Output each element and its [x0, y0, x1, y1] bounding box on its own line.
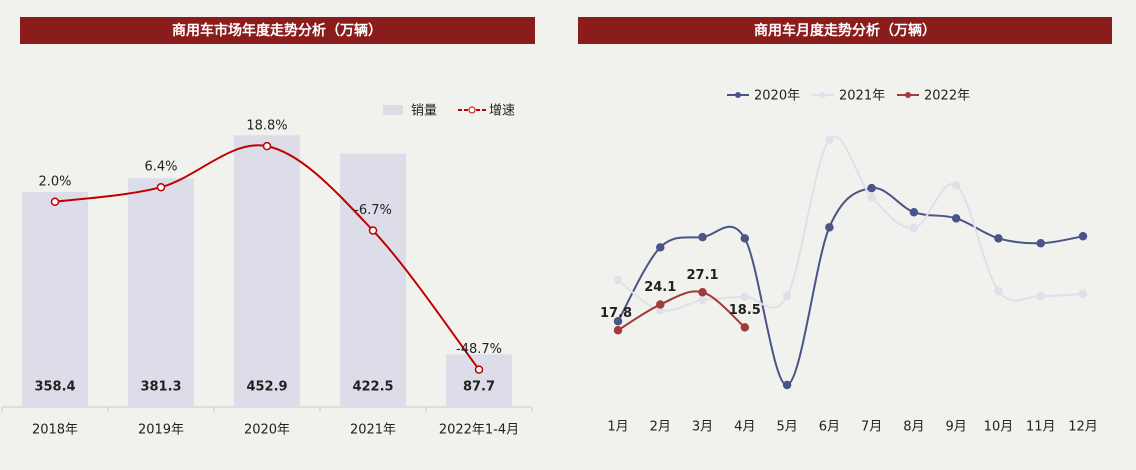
x-tick-label: 6月 — [819, 420, 840, 435]
point — [825, 135, 834, 144]
series-line — [54, 144, 480, 371]
line-value-label: 18.8% — [246, 119, 287, 134]
point — [782, 291, 792, 301]
point — [613, 317, 623, 326]
line-value-label: -6.7% — [354, 203, 392, 218]
bar-value-label: 381.3 — [140, 380, 181, 395]
chart-title: 商用车市场年度走势分析（万辆） — [172, 22, 382, 39]
data-label: 17.8 — [600, 306, 632, 321]
x-tick-label: 12月 — [1068, 420, 1098, 435]
x-tick-label: 8月 — [903, 420, 924, 435]
point — [951, 180, 961, 190]
bar-value-label: 358.4 — [34, 380, 75, 395]
bar — [128, 178, 194, 407]
legend-swatch — [905, 92, 911, 98]
line-value-label: -48.7% — [456, 342, 502, 357]
bar-value-label: 452.9 — [246, 380, 287, 395]
data-label: 18.5 — [729, 303, 761, 318]
x-tick-label: 1月 — [607, 420, 628, 435]
line-value-label: 6.4% — [144, 160, 177, 175]
point — [994, 286, 1003, 296]
point — [156, 182, 166, 192]
point — [474, 365, 484, 374]
x-tick-label: 2018年 — [32, 423, 78, 438]
x-tick-label: 2020年 — [244, 423, 290, 438]
point — [740, 234, 750, 243]
point — [698, 232, 707, 242]
header-bar — [578, 17, 1112, 44]
point — [825, 223, 834, 232]
point — [909, 207, 919, 217]
legend-label: 增速 — [489, 104, 515, 119]
bar — [446, 354, 512, 407]
data-label: 24.1 — [644, 280, 676, 295]
point — [656, 243, 665, 252]
x-tick-label: 2019年 — [138, 423, 184, 438]
point — [867, 192, 876, 202]
legend-swatch — [820, 92, 826, 98]
header-bar — [20, 17, 535, 44]
point — [1036, 291, 1045, 301]
x-tick-label: 10月 — [984, 420, 1014, 435]
legend-swatch — [383, 105, 403, 115]
bar-value-label: 422.5 — [352, 380, 393, 395]
point — [698, 295, 707, 305]
point — [368, 226, 378, 235]
legend-label: 2021年 — [839, 89, 885, 104]
x-tick-label: 4月 — [734, 420, 755, 435]
point — [1036, 238, 1045, 248]
x-tick-label: 9月 — [946, 420, 967, 435]
point — [613, 326, 623, 335]
x-tick-label: 11月 — [1026, 420, 1056, 435]
point — [1078, 289, 1088, 299]
x-tick-label: 2021年 — [350, 423, 396, 438]
legend-label: 2022年 — [924, 89, 970, 104]
point — [740, 292, 750, 302]
bar — [22, 191, 88, 407]
x-tick-label: 2022年1-4月 — [439, 423, 519, 438]
data-label: 27.1 — [687, 268, 719, 283]
point — [867, 183, 876, 193]
point — [782, 380, 792, 390]
x-tick-label: 2月 — [650, 420, 671, 435]
legend-swatch — [735, 92, 741, 98]
x-tick-label: 5月 — [776, 420, 797, 435]
chart-title: 商用车月度走势分析（万辆） — [754, 22, 936, 39]
bar-value-label: 87.7 — [463, 380, 495, 395]
point — [613, 275, 623, 285]
legend-label: 销量 — [411, 104, 437, 119]
line-value-label: 2.0% — [38, 174, 71, 189]
legend-swatch — [468, 106, 476, 114]
bar — [340, 153, 406, 407]
series-line — [617, 290, 746, 332]
legend-label: 2020年 — [754, 89, 800, 104]
point — [50, 197, 60, 207]
point — [951, 214, 961, 223]
point — [994, 234, 1003, 243]
x-tick-label: 7月 — [861, 420, 882, 435]
x-tick-label: 3月 — [692, 420, 713, 435]
bar — [234, 135, 300, 407]
point — [656, 300, 665, 309]
point — [909, 223, 919, 233]
point — [262, 141, 272, 151]
point — [740, 323, 750, 332]
point — [1078, 232, 1088, 241]
point — [698, 288, 707, 297]
